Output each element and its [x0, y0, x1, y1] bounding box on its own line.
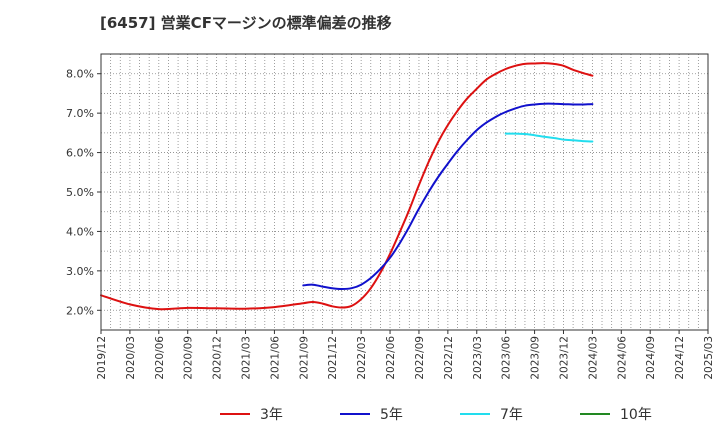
x-tick-label: 2022/06: [385, 336, 397, 380]
x-tick-label: 2024/09: [645, 336, 657, 380]
x-tick-label: 2020/06: [154, 336, 166, 380]
y-tick-label: 6.0%: [66, 147, 94, 160]
y-tick-label: 8.0%: [66, 68, 94, 81]
y-tick-label: 3.0%: [66, 265, 94, 278]
series-line-1: [302, 102, 594, 290]
legend-label-3y: 3年: [260, 407, 283, 423]
y-tick-label: 2.0%: [66, 304, 94, 317]
legend-item-10y: 10年: [580, 404, 700, 424]
series-line-2: [504, 132, 594, 143]
chart-title: [6457] 営業CFマージンの標準偏差の推移: [100, 14, 392, 32]
legend-swatch-3y: [220, 413, 250, 415]
legend-label-10y: 10年: [620, 407, 652, 423]
x-tick-label: 2020/09: [183, 336, 195, 380]
x-tick-label: 2023/03: [472, 336, 484, 380]
x-tick-label: 2025/03: [703, 336, 715, 380]
x-tick-label: 2023/09: [530, 336, 542, 380]
x-tick-label: 2022/09: [414, 336, 426, 380]
x-tick-label: 2021/06: [269, 336, 281, 380]
x-tick-label: 2020/03: [125, 336, 137, 380]
x-tick-label: 2019/12: [96, 336, 108, 380]
x-tick-label: 2023/06: [501, 336, 513, 380]
x-tick-label: 2022/03: [356, 336, 368, 380]
legend-swatch-10y: [580, 413, 610, 415]
legend-swatch-5y: [340, 413, 370, 415]
legend-swatch-7y: [460, 413, 490, 415]
x-tick-label: 2021/03: [241, 336, 253, 380]
legend-label-7y: 7年: [500, 407, 523, 423]
x-axis-ticks: 2019/12 2020/03 2020/06 2020/09 2020/12 2021/…: [96, 330, 715, 380]
legend-item-5y: 5年: [340, 404, 460, 424]
x-tick-label: 2024/03: [587, 336, 599, 380]
legend-item-7y: 7年: [460, 404, 580, 424]
y-tick-label: 4.0%: [66, 225, 94, 238]
x-tick-label: 2020/12: [212, 336, 224, 380]
legend-item-3y: 3年: [220, 404, 340, 424]
x-tick-label: 2021/12: [327, 336, 339, 380]
grid: [101, 54, 708, 330]
x-tick-label: 2024/12: [674, 336, 686, 380]
x-tick-label: 2022/12: [443, 336, 455, 380]
y-axis-ticks: 2.0% 3.0% 4.0% 5.0% 6.0% 7.0% 8.0%: [66, 68, 101, 317]
x-tick-label: 2024/06: [616, 336, 628, 380]
x-tick-label: 2023/12: [558, 336, 570, 380]
y-tick-label: 5.0%: [66, 186, 94, 199]
series-lines: [100, 62, 594, 311]
y-tick-label: 7.0%: [66, 107, 94, 120]
legend: 3年 5年 7年 10年: [220, 404, 700, 424]
series-line-0: [100, 62, 594, 311]
legend-label-5y: 5年: [380, 407, 403, 423]
x-tick-label: 2021/09: [298, 336, 310, 380]
